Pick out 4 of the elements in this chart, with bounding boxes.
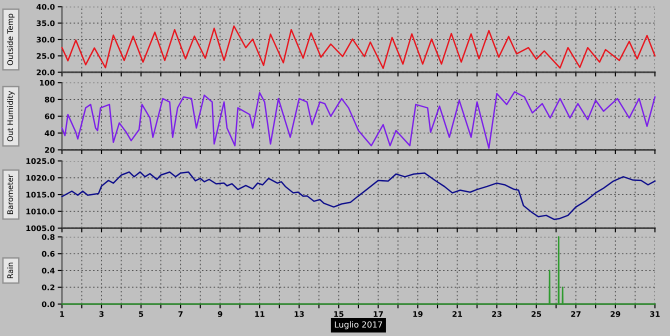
line-series	[61, 236, 656, 305]
line-series	[61, 25, 656, 70]
x-axis-title: Luglio 2017	[334, 321, 382, 330]
line-series	[61, 171, 656, 220]
